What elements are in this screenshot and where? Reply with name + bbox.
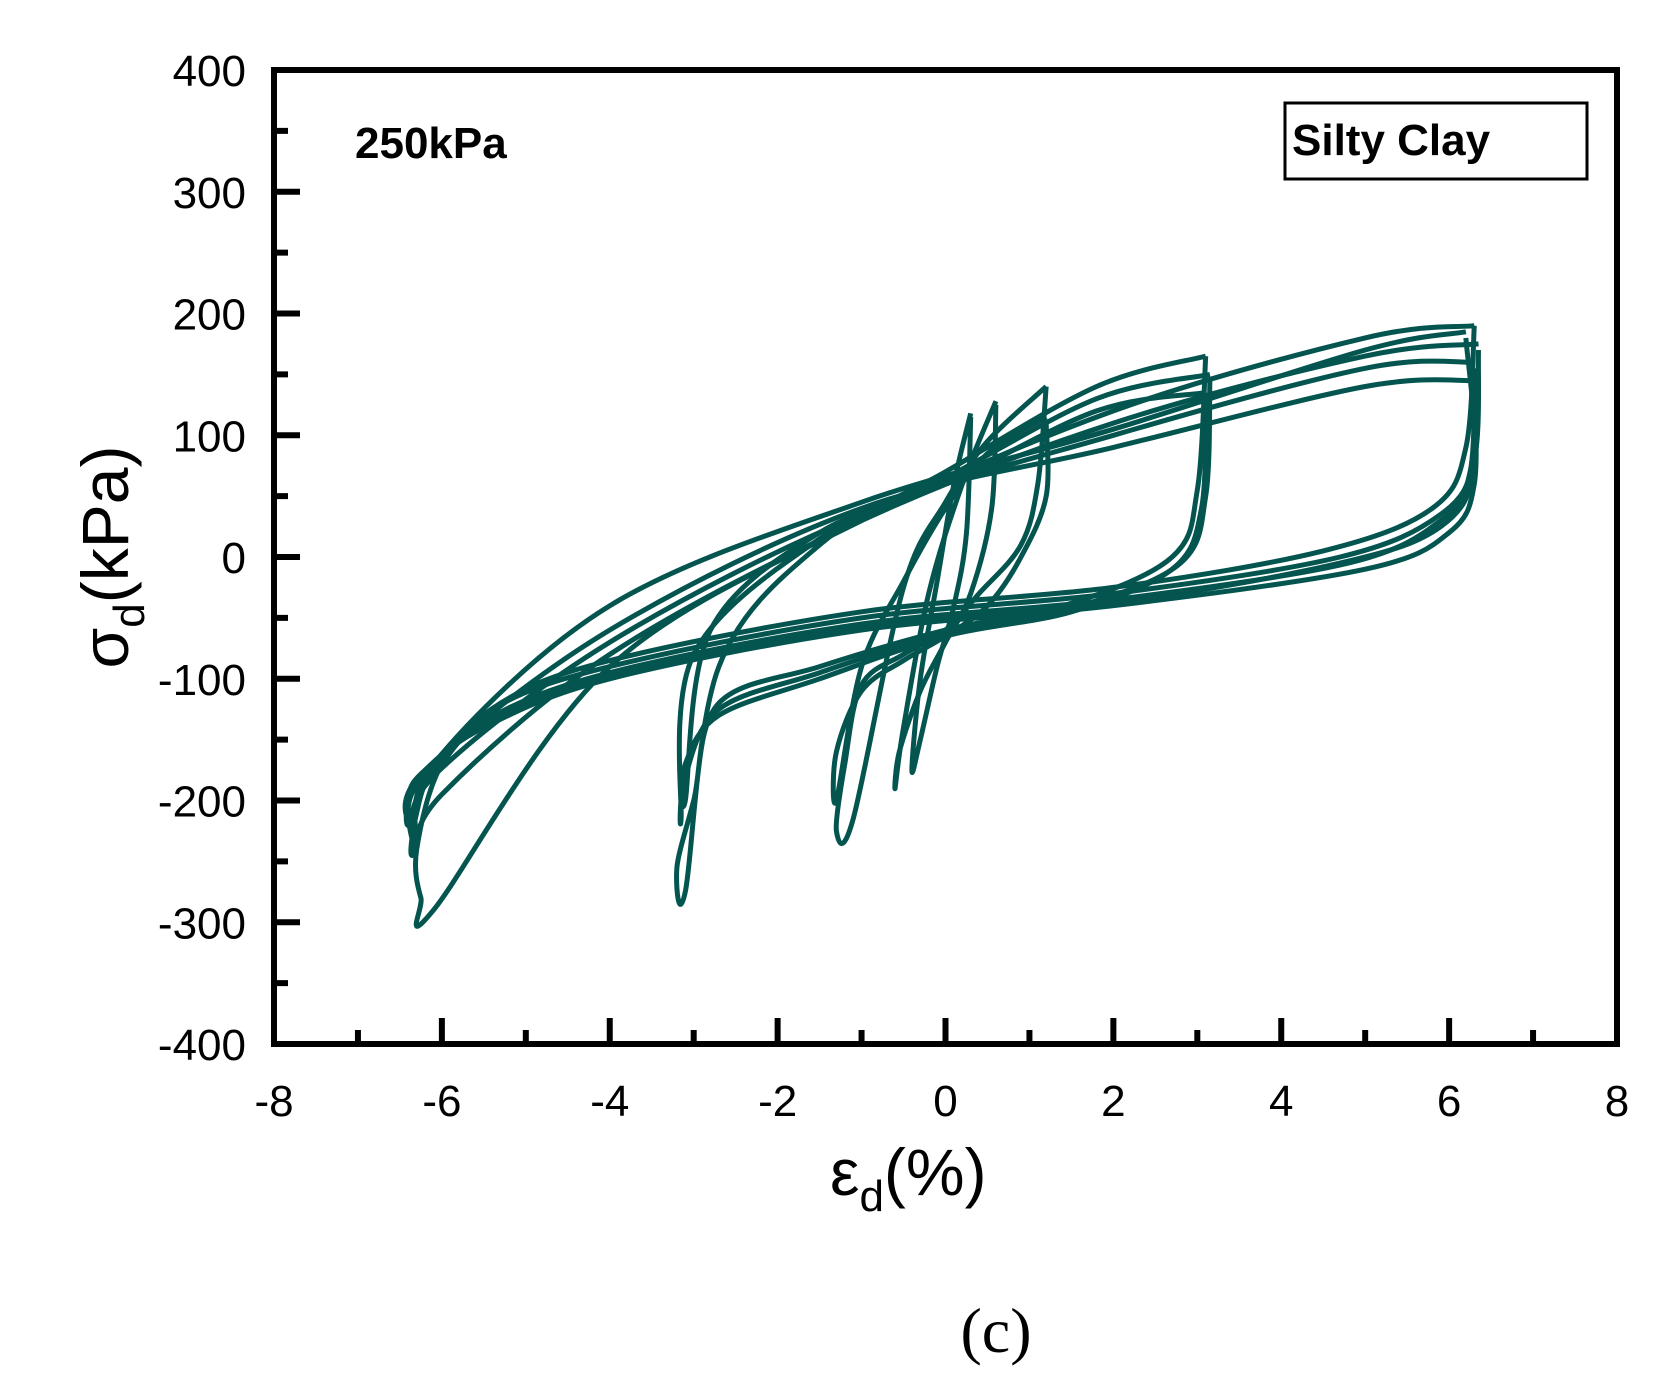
panel-label: (c) xyxy=(960,1295,1031,1366)
series-loop-10 xyxy=(833,384,1049,847)
y-tick-label: 100 xyxy=(173,412,246,461)
x-tick-label: -4 xyxy=(590,1077,629,1126)
y-tick-label: -400 xyxy=(158,1021,246,1070)
y-tick-label: 200 xyxy=(173,291,246,340)
series-loop-4 xyxy=(412,323,1477,929)
x-axis-title: εd(%) xyxy=(830,1135,987,1221)
series-layer xyxy=(402,323,1482,929)
x-tick-label: -6 xyxy=(422,1077,461,1126)
y-tick-label: 400 xyxy=(173,47,246,96)
x-tick-label: -8 xyxy=(254,1077,293,1126)
series-loop-5 xyxy=(405,329,1478,847)
series-loop-8 xyxy=(674,353,1209,907)
x-tick-label: 0 xyxy=(933,1077,957,1126)
pressure-annotation: 250kPa xyxy=(355,119,507,168)
y-axis-title: σd(kPa) xyxy=(68,446,154,669)
x-axis-symbol: ε xyxy=(830,1135,859,1209)
x-tick-label: 8 xyxy=(1605,1077,1629,1126)
x-axis-subscript: d xyxy=(859,1172,883,1221)
x-tick-label: 2 xyxy=(1101,1077,1125,1126)
ticks-layer xyxy=(271,67,1620,1047)
series-loop-12 xyxy=(909,412,974,775)
x-tick-label: -2 xyxy=(758,1077,797,1126)
tick-labels-layer: -8 -6 -4 -2 0 2 4 6 8 -400 -300 -200 -100 0 100 200 300 4… xyxy=(158,47,1629,1126)
y-tick-label: -100 xyxy=(158,656,246,705)
series-loop-1 xyxy=(402,377,1479,828)
y-tick-label: 0 xyxy=(222,534,246,583)
series-loop-2 xyxy=(408,358,1477,840)
series-loop-7 xyxy=(676,371,1213,827)
y-axis-subscript: d xyxy=(105,603,154,627)
y-tick-label: -200 xyxy=(158,778,246,827)
y-tick-label: 300 xyxy=(173,169,246,218)
x-tick-label: 6 xyxy=(1437,1077,1461,1126)
y-axis-symbol: σ xyxy=(68,628,142,669)
x-tick-label: 4 xyxy=(1269,1077,1293,1126)
series-loop-9 xyxy=(830,414,1051,806)
y-axis-unit: (kPa) xyxy=(68,446,142,604)
legend-box xyxy=(1283,101,1589,181)
x-axis-unit: (%) xyxy=(884,1135,987,1209)
y-tick-label: -300 xyxy=(158,899,246,948)
series-loop-3 xyxy=(408,341,1482,858)
legend-label: Silty Clay xyxy=(1292,116,1491,165)
